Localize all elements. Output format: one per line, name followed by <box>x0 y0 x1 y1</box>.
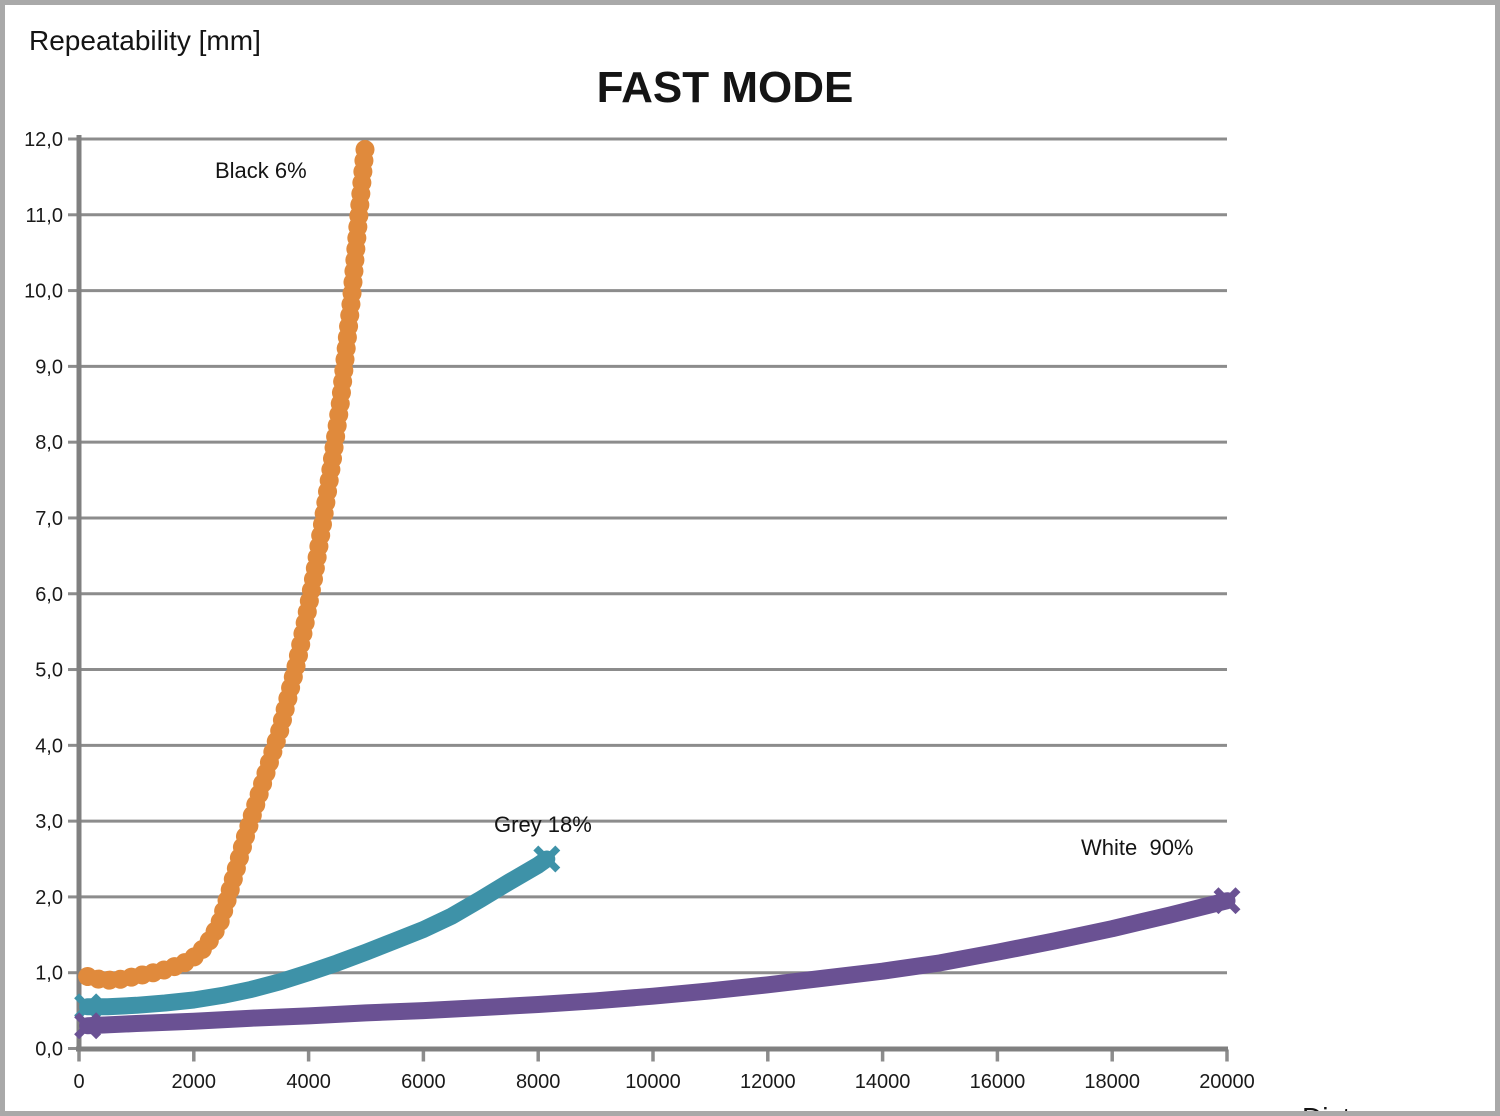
y-tick-label-9: 9,0 <box>35 356 63 378</box>
y-tick-label-10: 10,0 <box>24 281 63 303</box>
y-tick-label-8: 8,0 <box>35 432 63 454</box>
y-axis-title: Repeatability [mm] <box>29 25 261 56</box>
x-axis-title: Distance [mm] <box>1302 1013 1411 1111</box>
x-tick-label-4000: 4000 <box>286 1071 331 1093</box>
series-line-2 <box>79 892 1236 1035</box>
series-line-0 <box>78 129 376 990</box>
x-tick-label-12000: 12000 <box>740 1071 796 1093</box>
x-tick-label-6000: 6000 <box>401 1071 446 1093</box>
series-label-grey-18: Grey 18% <box>494 812 592 837</box>
x-tick-label-20000: 20000 <box>1199 1071 1255 1093</box>
y-tick-label-2: 2,0 <box>35 887 63 909</box>
x-tick-label-10000: 10000 <box>625 1071 681 1093</box>
y-tick-label-7: 7,0 <box>35 508 63 530</box>
y-tick-label-0: 0,0 <box>35 1039 63 1061</box>
series-label-white-90: White 90% <box>1081 835 1194 860</box>
y-tick-label-1: 1,0 <box>35 963 63 985</box>
x-axis-title-line1: Distance <box>1302 1097 1411 1111</box>
y-tick-label-6: 6,0 <box>35 584 63 606</box>
series-label-black-6: Black 6% <box>215 158 307 183</box>
y-tick-label-5: 5,0 <box>35 660 63 682</box>
x-tick-label-14000: 14000 <box>855 1071 911 1093</box>
y-tick-label-4: 4,0 <box>35 735 63 757</box>
x-tick-label-8000: 8000 <box>516 1071 561 1093</box>
y-tick-label-11: 11,0 <box>26 205 63 227</box>
series-line-1 <box>79 850 556 1016</box>
x-tick-label-18000: 18000 <box>1084 1071 1140 1093</box>
x-tick-label-16000: 16000 <box>970 1071 1026 1093</box>
y-tick-label-12: 12,0 <box>24 129 63 151</box>
x-tick-label-0: 0 <box>73 1071 84 1093</box>
chart-canvas: 0,0 1,0 2,0 3,0 4,0 5,0 6,0 7,0 8,0 9,0 10,0 11,0 12… <box>24 129 1255 1093</box>
chart-title: FAST MODE <box>596 63 854 112</box>
y-tick-label-3: 3,0 <box>35 811 63 833</box>
x-tick-label-2000: 2000 <box>172 1071 217 1093</box>
